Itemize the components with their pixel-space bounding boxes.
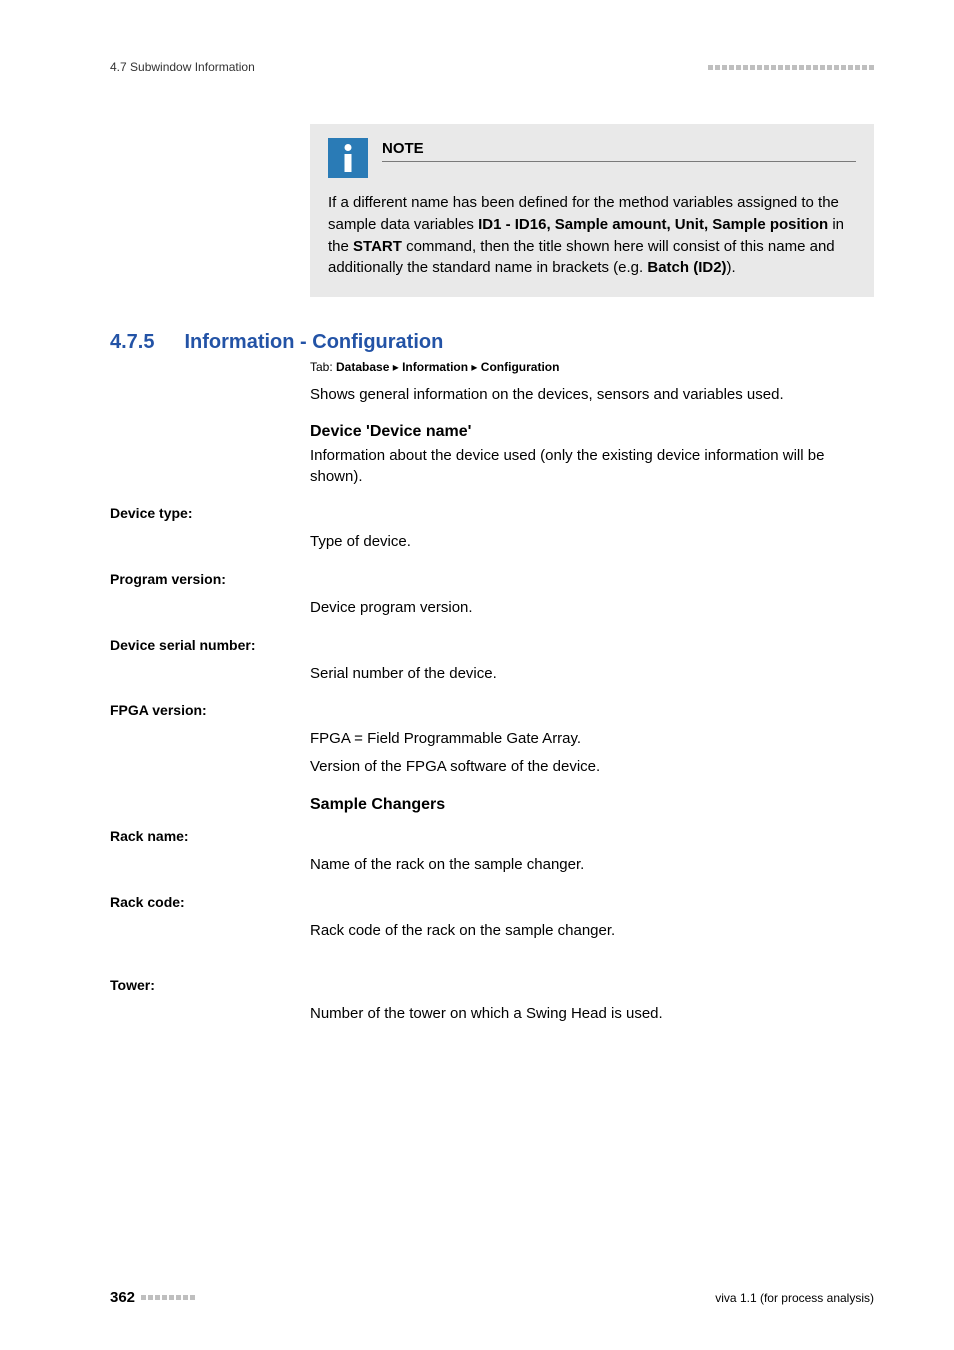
header-decoration: [708, 65, 874, 70]
note-header: NOTE: [328, 138, 856, 178]
note-text-3: command, then the title shown here will …: [328, 238, 835, 277]
tab-prefix: Tab:: [310, 360, 336, 374]
device-serial-label: Device serial number:: [110, 637, 874, 653]
note-body: If a different name has been defined for…: [328, 192, 856, 279]
footer-right: viva 1.1 (for process analysis): [715, 1291, 874, 1305]
note-title: NOTE: [382, 140, 856, 162]
program-version-value: Device program version.: [310, 597, 874, 619]
tab-seg-2: Configuration: [481, 360, 560, 374]
tower-value: Number of the tower on which a Swing Hea…: [310, 1003, 874, 1025]
section-intro: Shows general information on the devices…: [310, 384, 874, 405]
info-icon: [328, 138, 368, 178]
note-bold-2: START: [353, 238, 402, 255]
page-header: 4.7 Subwindow Information: [110, 60, 874, 74]
tower-label: Tower:: [110, 977, 874, 993]
tab-path: Tab: Database ▸ Information ▸ Configurat…: [310, 360, 874, 374]
tab-seg-1: Information: [402, 360, 468, 374]
note-text-4: ).: [727, 259, 736, 276]
section-heading: 4.7.5 Information - Configuration: [110, 331, 874, 354]
footer-left: 362: [110, 1289, 195, 1306]
rack-name-label: Rack name:: [110, 828, 874, 844]
device-type-label: Device type:: [110, 505, 874, 521]
fpga-label: FPGA version:: [110, 702, 874, 718]
footer-decoration: [141, 1295, 195, 1300]
device-desc: Information about the device used (only …: [310, 445, 874, 487]
rack-name-value: Name of the rack on the sample changer.: [310, 854, 874, 876]
note-box: NOTE If a different name has been define…: [310, 124, 874, 297]
program-version-label: Program version:: [110, 571, 874, 587]
device-serial-value: Serial number of the device.: [310, 663, 874, 685]
device-type-value: Type of device.: [310, 531, 874, 553]
note-bold-3: Batch (ID2): [647, 259, 726, 276]
page-footer: 362 viva 1.1 (for process analysis): [110, 1289, 874, 1306]
field-device-type: Device type: Type of device.: [110, 505, 874, 553]
sample-changers-heading: Sample Changers: [310, 796, 874, 814]
field-program-version: Program version: Device program version.: [110, 571, 874, 619]
field-rack-name: Rack name: Name of the rack on the sampl…: [110, 828, 874, 876]
field-rack-code: Rack code: Rack code of the rack on the …: [110, 894, 874, 942]
field-device-serial: Device serial number: Serial number of t…: [110, 637, 874, 685]
device-heading: Device 'Device name': [310, 423, 874, 441]
section-title: Information - Configuration: [184, 331, 443, 354]
page-number: 362: [110, 1289, 135, 1306]
field-fpga: FPGA version: FPGA = Field Programmable …: [110, 702, 874, 778]
fpga-value-2: Version of the FPGA software of the devi…: [310, 756, 874, 778]
note-bold-1: ID1 - ID16, Sample amount, Unit, Sample …: [478, 216, 828, 233]
header-section-label: 4.7 Subwindow Information: [110, 60, 255, 74]
field-tower: Tower: Number of the tower on which a Sw…: [110, 977, 874, 1025]
rack-code-label: Rack code:: [110, 894, 874, 910]
section-number: 4.7.5: [110, 331, 154, 354]
tab-seg-0: Database: [336, 360, 389, 374]
rack-code-value: Rack code of the rack on the sample chan…: [310, 920, 874, 942]
fpga-value-1: FPGA = Field Programmable Gate Array.: [310, 728, 874, 750]
